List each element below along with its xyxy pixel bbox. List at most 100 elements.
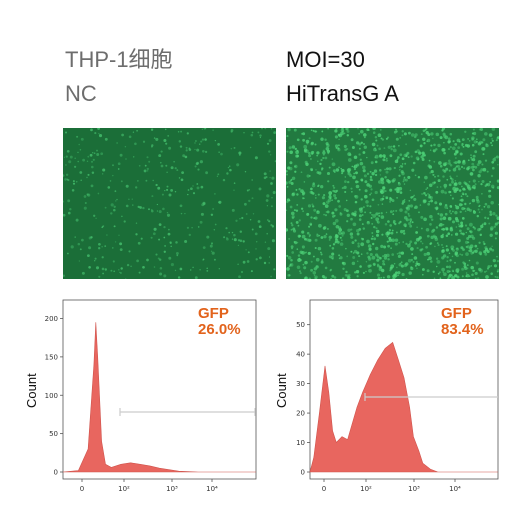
cell-dot <box>456 164 460 168</box>
cell-dot <box>443 141 445 144</box>
cell-dot <box>77 151 79 154</box>
cell-dot <box>206 270 209 272</box>
cell-dot <box>304 260 308 265</box>
cell-dot <box>393 262 396 265</box>
cell-dot <box>377 133 382 138</box>
cell-dot <box>464 130 467 133</box>
x-tick-label: 10³ <box>166 485 178 493</box>
cell-dot <box>170 245 172 248</box>
cell-dot <box>332 186 336 189</box>
cell-dot <box>66 149 70 153</box>
cell-dot <box>423 181 425 183</box>
cell-dot <box>112 260 115 263</box>
cell-dot <box>152 232 156 236</box>
cell-dot <box>462 261 465 264</box>
cell-dot <box>123 220 126 223</box>
histogram-transduced: 0 10 20 30 40 50 0 10² 10³ 10⁴ <box>296 299 499 493</box>
cell-dot <box>410 155 413 158</box>
cell-dot <box>200 212 204 216</box>
cell-dot <box>464 182 468 186</box>
cell-dot <box>288 265 291 268</box>
cell-dot <box>344 148 348 152</box>
cell-dot <box>470 265 474 270</box>
cell-dot <box>339 242 344 246</box>
cell-dot <box>345 270 348 274</box>
cell-dot <box>66 178 68 181</box>
cell-dot <box>389 197 393 201</box>
cell-dot <box>430 144 433 147</box>
cell-dot <box>366 239 370 244</box>
cell-dot <box>86 160 89 163</box>
cell-dot <box>332 189 335 193</box>
cell-dot <box>161 193 164 196</box>
cell-dot <box>451 180 454 184</box>
cell-dot <box>393 130 397 134</box>
cell-dot <box>422 199 425 202</box>
cell-dot <box>320 236 324 239</box>
cell-dot <box>350 228 353 231</box>
cell-dot <box>354 271 357 274</box>
cell-dot <box>350 187 353 190</box>
cell-dot <box>452 270 454 273</box>
cell-dot <box>388 236 392 240</box>
cell-dot <box>495 155 499 159</box>
cell-dot <box>151 209 154 213</box>
cell-dot <box>324 204 329 208</box>
cell-dot <box>330 277 333 279</box>
cell-dot <box>490 272 493 275</box>
cell-dot <box>373 225 376 229</box>
cell-dot <box>170 166 174 170</box>
cell-dot <box>257 220 261 223</box>
cell-dot <box>310 152 314 155</box>
cell-dot <box>97 128 101 130</box>
cell-dot <box>269 170 271 172</box>
cell-dot <box>335 146 338 149</box>
cell-dot <box>126 263 130 267</box>
cell-dot <box>184 155 188 159</box>
cell-dot <box>146 258 149 262</box>
cell-dot <box>491 160 495 164</box>
cell-dot <box>467 137 470 140</box>
cell-dot <box>196 161 200 165</box>
cell-dot <box>202 150 205 153</box>
cell-dot <box>119 271 121 274</box>
cell-dot <box>293 128 297 132</box>
cell-dot <box>460 224 464 228</box>
cell-dot <box>254 156 258 160</box>
cell-dot <box>316 160 319 163</box>
cell-dot <box>326 210 330 214</box>
cell-dot <box>343 185 347 190</box>
cell-dot <box>455 233 457 235</box>
cell-dot <box>448 159 451 163</box>
cell-dot <box>66 252 69 255</box>
cell-dot <box>113 225 116 228</box>
cell-dot <box>263 261 267 265</box>
cell-dot <box>371 172 375 176</box>
cell-dot <box>376 264 380 268</box>
cell-dot <box>100 152 104 156</box>
cell-dot <box>406 206 410 211</box>
cell-dot <box>338 138 340 141</box>
cell-dot <box>383 156 386 159</box>
cell-dot <box>255 240 258 243</box>
cell-dot <box>370 217 373 219</box>
cell-dot <box>308 239 312 242</box>
cell-dot <box>426 234 430 238</box>
cell-dot <box>167 232 171 236</box>
cell-dot <box>258 187 262 191</box>
cell-dot <box>360 198 363 201</box>
cell-dot <box>486 250 490 254</box>
y-tick-label: 40 <box>296 351 305 359</box>
cell-dot <box>459 253 462 256</box>
cell-dot <box>358 218 362 221</box>
cell-dot <box>97 192 100 195</box>
cell-dot <box>353 212 357 217</box>
cell-dot <box>462 161 466 165</box>
cell-dot <box>386 253 390 258</box>
cell-dot <box>394 188 397 191</box>
cell-dot <box>333 276 337 279</box>
cell-dot <box>382 262 386 266</box>
cell-dot <box>421 151 425 155</box>
cell-dot <box>454 143 458 146</box>
cell-dot <box>461 203 464 206</box>
